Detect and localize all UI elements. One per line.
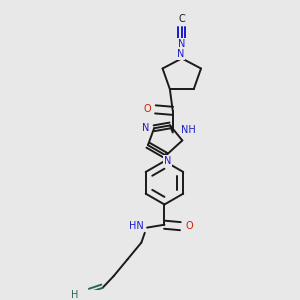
Text: H: H <box>71 290 79 300</box>
Text: NH: NH <box>182 124 196 135</box>
Text: O: O <box>143 104 151 114</box>
Text: C: C <box>178 14 185 25</box>
Text: HN: HN <box>129 221 144 231</box>
Text: O: O <box>185 221 193 231</box>
Text: N: N <box>164 156 171 166</box>
Text: N: N <box>178 39 185 49</box>
Text: N: N <box>177 49 184 59</box>
Text: N: N <box>142 123 149 133</box>
